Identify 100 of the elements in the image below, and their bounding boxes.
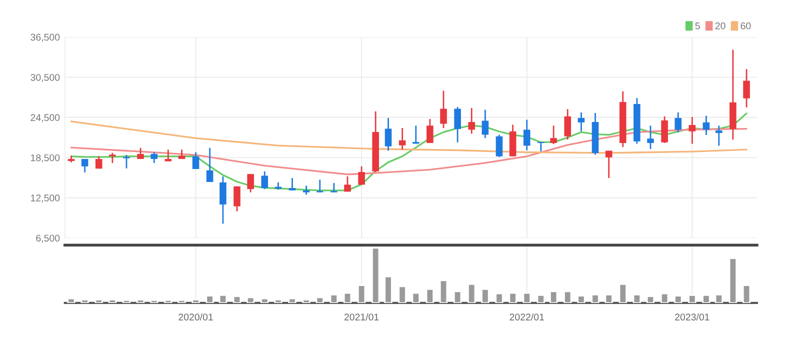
bar <box>632 294 642 303</box>
bar <box>604 294 613 303</box>
bar <box>206 295 214 303</box>
bar <box>468 284 476 303</box>
candlestick <box>674 112 682 134</box>
candlestick <box>220 176 226 224</box>
candlestick <box>261 170 268 190</box>
candlestick <box>288 177 296 192</box>
candlestick <box>647 124 654 150</box>
candlestick <box>496 134 503 158</box>
candlestick <box>743 68 750 108</box>
candlestick <box>398 127 406 150</box>
bar <box>384 276 392 303</box>
bar <box>371 247 380 303</box>
y-tick-label: 24,500 <box>30 114 60 122</box>
bar <box>67 298 76 303</box>
candlestick <box>192 152 200 170</box>
bar <box>674 295 682 303</box>
bar <box>742 284 751 303</box>
bar <box>136 298 145 303</box>
bar <box>122 299 131 303</box>
candlestick <box>702 115 710 136</box>
bar <box>330 294 338 303</box>
bar <box>646 296 655 303</box>
bar <box>274 298 282 303</box>
candlestick <box>578 112 585 132</box>
x-tick-label: 2020/01 <box>178 313 213 320</box>
candlestick <box>538 141 544 152</box>
candlestick <box>482 109 489 139</box>
bar <box>426 288 434 303</box>
candlestick <box>564 108 572 140</box>
bar <box>714 294 723 303</box>
bar <box>508 292 517 303</box>
candlestick <box>716 124 722 146</box>
bar <box>702 294 710 303</box>
bar <box>80 298 89 303</box>
bar <box>660 292 669 303</box>
bar <box>357 284 366 303</box>
candlestick <box>123 154 130 170</box>
candlestick <box>426 118 434 144</box>
candlestick <box>137 147 144 160</box>
y-tick-label: 12,500 <box>31 194 60 203</box>
bar <box>108 298 117 303</box>
legend-label: 5 <box>695 22 700 30</box>
candlestick <box>234 186 240 212</box>
candlestick <box>468 107 475 134</box>
candlestick <box>412 124 420 144</box>
bar <box>522 292 531 303</box>
candlestick <box>454 106 461 144</box>
candlestick <box>550 124 557 145</box>
candlestick <box>440 90 447 129</box>
bar <box>688 294 696 303</box>
bar <box>218 294 228 303</box>
bar <box>94 298 103 303</box>
bar <box>302 298 310 303</box>
bar <box>164 299 172 303</box>
candlestick <box>316 179 324 194</box>
legend-label: 20 <box>715 22 726 30</box>
bar <box>439 280 448 303</box>
bar <box>481 288 490 303</box>
bar <box>577 295 586 303</box>
y-tick-label: 36,500 <box>30 34 60 42</box>
candlestick <box>344 176 351 192</box>
candlestick <box>109 152 116 164</box>
bar <box>192 298 200 303</box>
candlestick <box>605 150 612 179</box>
bar <box>288 298 296 303</box>
bar <box>618 284 627 303</box>
bar <box>536 294 545 303</box>
y-tick-label: 18,500 <box>31 154 60 162</box>
y-tick-label: 30,500 <box>30 74 60 82</box>
x-tick-label: 2023/01 <box>675 313 710 320</box>
candlestick <box>247 173 254 194</box>
candlestick <box>523 119 530 152</box>
candlestick <box>178 148 186 160</box>
x-tick-label: 2021/01 <box>344 313 379 320</box>
bar <box>412 292 420 303</box>
bar <box>453 290 462 303</box>
bar <box>549 290 558 303</box>
candlestick <box>358 166 365 186</box>
bar <box>246 296 255 303</box>
candlestick <box>330 182 338 194</box>
bar <box>178 299 186 303</box>
candlestick <box>95 156 102 170</box>
bar <box>150 299 158 303</box>
candlestick <box>81 158 88 174</box>
candlestick <box>384 117 392 152</box>
bar <box>343 292 352 303</box>
legend-label: 60 <box>740 22 751 30</box>
candlestick <box>688 116 696 144</box>
bar <box>316 296 324 303</box>
bar <box>495 292 504 303</box>
candlestick <box>206 147 214 183</box>
y-tick-label: 6,500 <box>36 234 60 243</box>
candlestick <box>164 148 172 162</box>
candlestick <box>661 116 668 144</box>
bar <box>728 258 738 303</box>
bar <box>591 294 600 303</box>
bar <box>260 298 269 303</box>
candlestick <box>150 152 158 164</box>
